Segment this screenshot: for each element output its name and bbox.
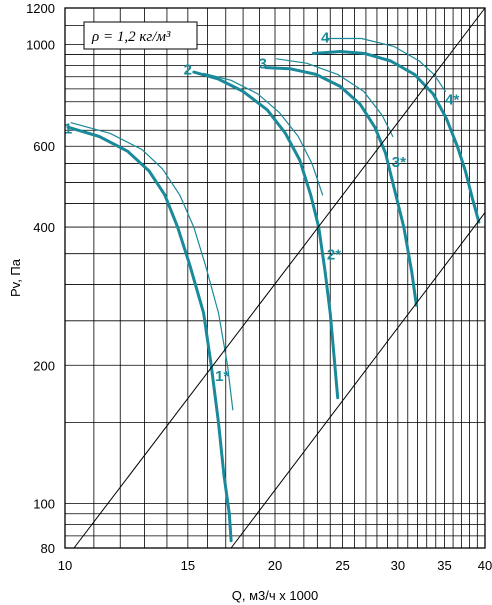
x-tick-label: 40 [478,558,492,573]
y-axis-ticks: 80 100 200 400 600 1000 1200 [26,1,55,556]
curve-1-thin [70,122,234,411]
curve-label-1-star: 1* [215,368,229,385]
x-tick-label: 25 [335,558,349,573]
chart-lines [66,7,486,549]
x-tick-label: 10 [58,558,72,573]
plot-frame [64,7,486,549]
legend-box: ρ = 1,2 кг/м³ [83,21,198,50]
x-axis-ticks: 10 15 20 25 30 35 40 [58,558,492,573]
y-tick-label: 100 [33,497,55,512]
curve-4 [311,50,481,224]
x-tick-label: 15 [181,558,195,573]
y-tick-label: 600 [33,139,55,154]
curve-system-2 [230,212,486,549]
curve-labels: 1 2 3 4 1* 2* 3* 4* [64,29,460,384]
curve-3-thin [275,58,394,138]
curve-2-thin [203,72,324,196]
curve-4-thin [325,37,446,92]
curve-label-2: 2 [184,61,192,78]
x-tick-label: 35 [437,558,451,573]
curve-3 [264,66,418,307]
y-tick-label: 400 [33,220,55,235]
y-tick-label: 1000 [26,37,55,52]
y-axis-title: Pv, Па [8,258,23,297]
y-tick-label: 1200 [26,1,55,16]
curve-label-3-star: 3* [392,154,406,171]
curve-label-3: 3 [258,56,266,73]
legend-text: ρ = 1,2 кг/м³ [91,29,171,45]
y-tick-label: 80 [41,541,55,556]
x-axis-title: Q, м3/ч х 1000 [232,588,319,603]
curve-system-1 [73,7,486,549]
x-tick-label: 20 [268,558,282,573]
curve-2 [192,70,340,400]
curve-label-1: 1 [64,120,72,137]
curve-label-2-star: 2* [327,246,341,263]
curve-label-4-star: 4* [445,91,459,108]
curve-label-4: 4 [321,29,330,46]
curve-1 [66,125,233,543]
x-tick-label: 30 [391,558,405,573]
grid [64,7,486,549]
y-tick-label: 200 [33,358,55,373]
